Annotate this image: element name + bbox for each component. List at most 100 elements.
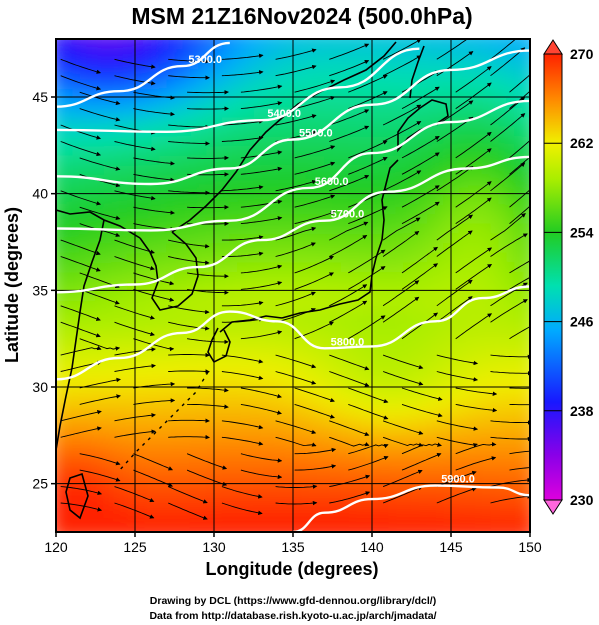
field-cell: [158, 512, 168, 524]
field-cell: [372, 106, 381, 118]
field-cell: [443, 155, 452, 166]
streamline: [329, 300, 368, 323]
field-cell: [474, 280, 484, 292]
field-cell: [451, 126, 460, 137]
field-cell: [206, 242, 215, 253]
streamline: [329, 436, 370, 447]
streamline: [187, 288, 229, 295]
streamline: [133, 288, 175, 302]
field-cell: [158, 319, 168, 330]
field-cell: [372, 126, 381, 137]
field-cell: [245, 271, 255, 282]
streamline: [329, 354, 370, 371]
field-cell: [451, 203, 460, 214]
streamline: [490, 370, 530, 376]
field-cell: [300, 203, 310, 214]
field-cell: [427, 261, 437, 272]
field-cell: [127, 87, 136, 98]
field-cell: [300, 348, 310, 359]
field-cell: [166, 406, 176, 417]
field-cell: [435, 464, 445, 475]
field-cell: [111, 261, 121, 272]
field-cell: [150, 300, 160, 311]
field-cell: [419, 493, 429, 504]
field-cell: [119, 39, 129, 50]
field-cell: [293, 329, 302, 340]
field-cell: [395, 338, 405, 350]
field-cell: [324, 367, 334, 379]
field-cell: [214, 522, 223, 532]
field-cell: [332, 512, 342, 524]
streamline: [275, 420, 317, 434]
field-cell: [490, 58, 500, 69]
field-cell: [443, 503, 452, 514]
streamline: [382, 104, 422, 126]
field-cell: [87, 512, 97, 524]
field-cell: [372, 184, 381, 195]
field-cell: [245, 39, 255, 50]
field-cell: [190, 68, 200, 79]
field-cell: [482, 97, 492, 108]
field-cell: [482, 280, 492, 292]
field-cell: [229, 251, 239, 263]
field-cell: [206, 126, 215, 137]
field-cell: [427, 97, 437, 108]
streamline: [294, 211, 336, 225]
field-cell: [506, 309, 516, 321]
field-cell: [111, 106, 121, 118]
field-cell: [411, 406, 421, 417]
field-cell: [474, 454, 484, 466]
field-cell: [150, 358, 160, 369]
field-cell: [135, 97, 144, 108]
field-cell: [198, 39, 208, 50]
field-cell: [427, 290, 437, 301]
field-cell: [63, 483, 73, 495]
field-cell: [56, 58, 65, 69]
field-cell: [427, 48, 437, 60]
field-cell: [277, 164, 287, 176]
field-cell: [158, 435, 168, 446]
field-cell: [79, 68, 89, 79]
field-cell: [300, 493, 310, 504]
field-cell: [293, 474, 302, 485]
field-cell: [443, 319, 452, 330]
field-cell: [332, 135, 342, 147]
field-cell: [451, 503, 460, 514]
field-cell: [340, 329, 350, 340]
field-cell: [150, 280, 160, 292]
field-cell: [522, 251, 530, 263]
field-cell: [56, 251, 65, 263]
field-cell: [387, 454, 397, 466]
contour-label: 5400.0: [267, 108, 301, 120]
field-cell: [190, 193, 200, 205]
streamline: [79, 453, 121, 466]
coastline-kyushu: [207, 327, 231, 364]
field-cell: [356, 358, 366, 369]
field-cell: [253, 445, 263, 456]
field-cell: [206, 309, 215, 321]
field-cell: [332, 193, 342, 205]
field-cell: [443, 416, 452, 427]
field-cell: [395, 522, 405, 532]
field-cell: [308, 474, 318, 485]
field-cell: [474, 251, 484, 263]
field-cell: [182, 474, 192, 485]
field-cell: [56, 271, 65, 282]
field-cell: [56, 280, 65, 292]
field-cell: [79, 77, 89, 89]
field-cell: [466, 87, 476, 98]
field-cell: [332, 242, 342, 253]
field-cell: [458, 454, 468, 466]
field-cell: [324, 155, 334, 166]
field-cell: [522, 329, 530, 340]
field-cell: [166, 493, 176, 504]
field-cell: [466, 174, 476, 185]
field-cell: [95, 396, 105, 408]
field-cell: [111, 58, 121, 69]
field-cell: [245, 193, 255, 205]
field-cell: [427, 396, 437, 408]
field-cell: [324, 87, 334, 98]
field-cell: [308, 135, 318, 147]
streamline: [240, 330, 283, 340]
field-cell: [522, 512, 530, 524]
